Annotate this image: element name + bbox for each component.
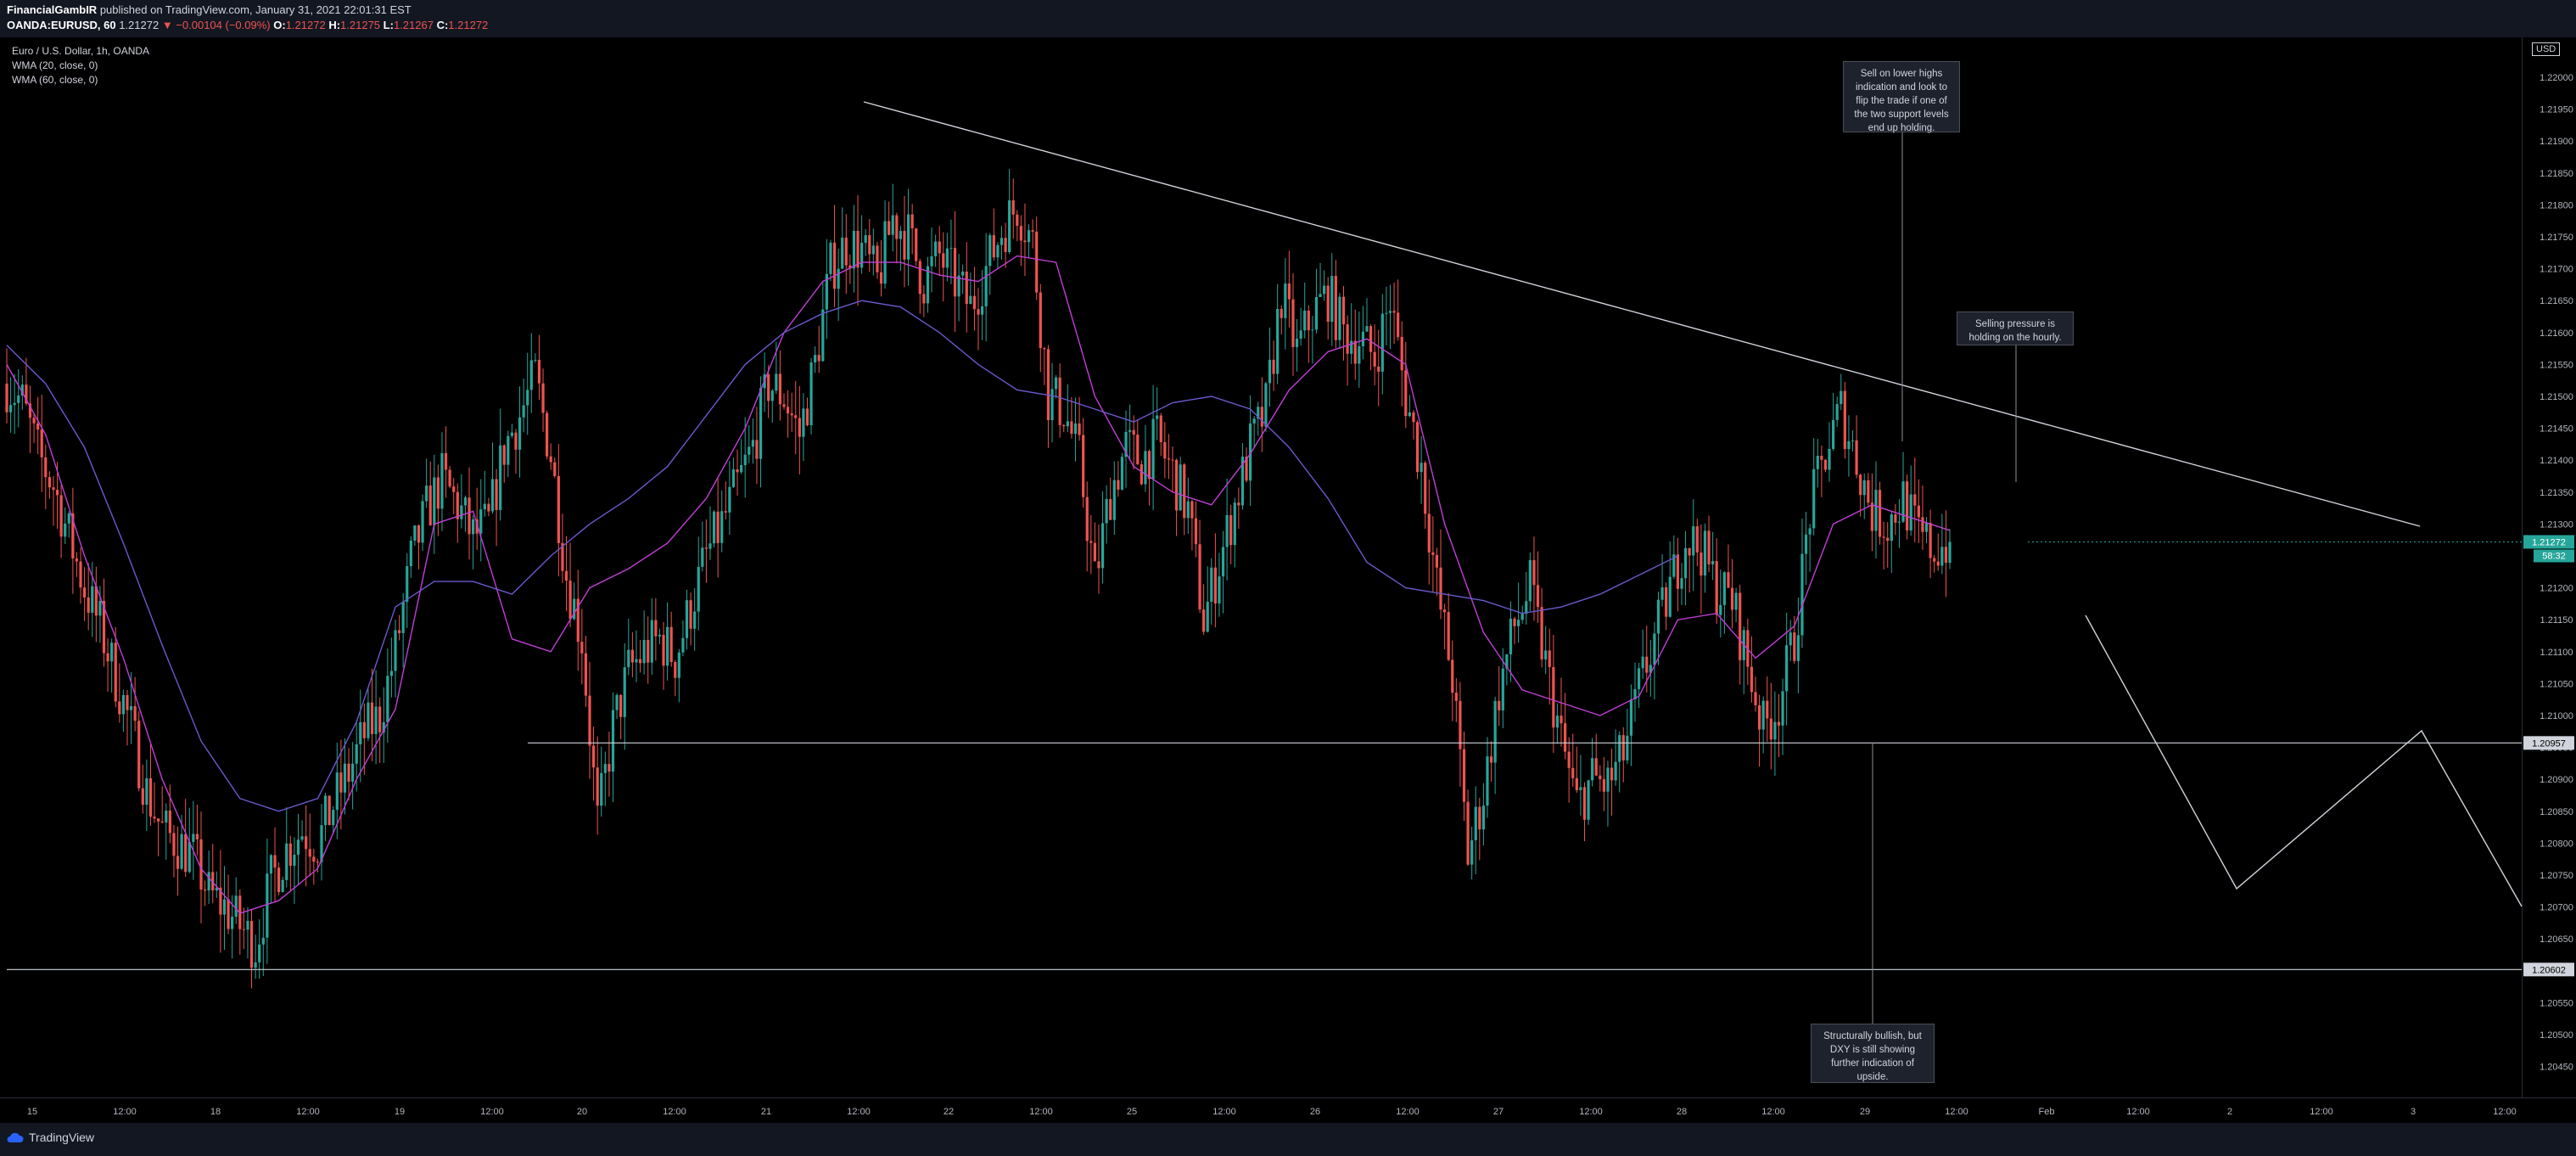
publish-line: FinancialGambIR published on TradingView… bbox=[7, 3, 412, 16]
chart-pane[interactable] bbox=[0, 37, 2522, 1097]
close-value: 1.21272 bbox=[448, 19, 489, 31]
note-line: Sell on lower highs bbox=[1860, 69, 1943, 79]
legend-wma60[interactable]: WMA (60, close, 0) bbox=[12, 74, 98, 86]
note-line: indication and look to bbox=[1855, 82, 1948, 93]
price-change: ▼ −0.00104 (−0.09%) bbox=[161, 19, 271, 31]
low-value: 1.21267 bbox=[393, 19, 434, 31]
open-label: O: bbox=[273, 19, 286, 31]
note-line: holding on the hourly. bbox=[1968, 333, 2062, 343]
note-structurally-bullish[interactable]: Structurally bullish, but DXY is still s… bbox=[1811, 1024, 1935, 1083]
note-line: flip the trade if one of bbox=[1856, 96, 1947, 106]
note-line: end up holding. bbox=[1868, 123, 1935, 133]
note-selling-pressure[interactable]: Selling pressure is holding on the hourl… bbox=[1957, 311, 2074, 345]
currency-label[interactable]: USD bbox=[2532, 42, 2561, 56]
note-line: further indication of bbox=[1831, 1058, 1914, 1069]
note-line: the two support levels bbox=[1854, 109, 1949, 120]
high-value: 1.21275 bbox=[340, 19, 381, 31]
price-axis[interactable] bbox=[2522, 37, 2576, 1097]
tradingview-cloud-icon bbox=[7, 1132, 24, 1142]
open-value: 1.21272 bbox=[285, 19, 326, 31]
note-line: DXY is still showing bbox=[1829, 1045, 1916, 1055]
close-label: C: bbox=[436, 19, 449, 31]
header-bar: FinancialGambIR published on TradingView… bbox=[0, 0, 2576, 37]
ohlc-line: OANDA:EURUSD, 60 1.21272 ▼ −0.00104 (−0.… bbox=[7, 19, 488, 31]
publish-info: published on TradingView.com, January 31… bbox=[99, 3, 412, 16]
note-line: Structurally bullish, but bbox=[1823, 1031, 1922, 1041]
author-name[interactable]: FinancialGambIR bbox=[7, 3, 98, 16]
legend-wma20[interactable]: WMA (20, close, 0) bbox=[12, 59, 98, 71]
note-line: upside. bbox=[1856, 1072, 1889, 1082]
low-label: L: bbox=[383, 19, 394, 31]
note-sell-lower-highs[interactable]: Sell on lower highs indication and look … bbox=[1843, 61, 1960, 133]
symbol-label: OANDA:EURUSD, 60 bbox=[7, 19, 116, 31]
brand-name: TradingView bbox=[29, 1131, 95, 1144]
tradingview-logo[interactable]: TradingView bbox=[7, 1131, 94, 1144]
high-label: H: bbox=[328, 19, 341, 31]
legend-title: Euro / U.S. Dollar, 1h, OANDA bbox=[12, 45, 150, 57]
time-axis[interactable] bbox=[0, 1097, 2576, 1124]
last-price: 1.21272 bbox=[119, 19, 160, 31]
note-line: Selling pressure is bbox=[1975, 319, 2055, 329]
footer-bar: TradingView bbox=[0, 1123, 2576, 1156]
chart-legend: Euro / U.S. Dollar, 1h, OANDA WMA (20, c… bbox=[12, 44, 149, 87]
